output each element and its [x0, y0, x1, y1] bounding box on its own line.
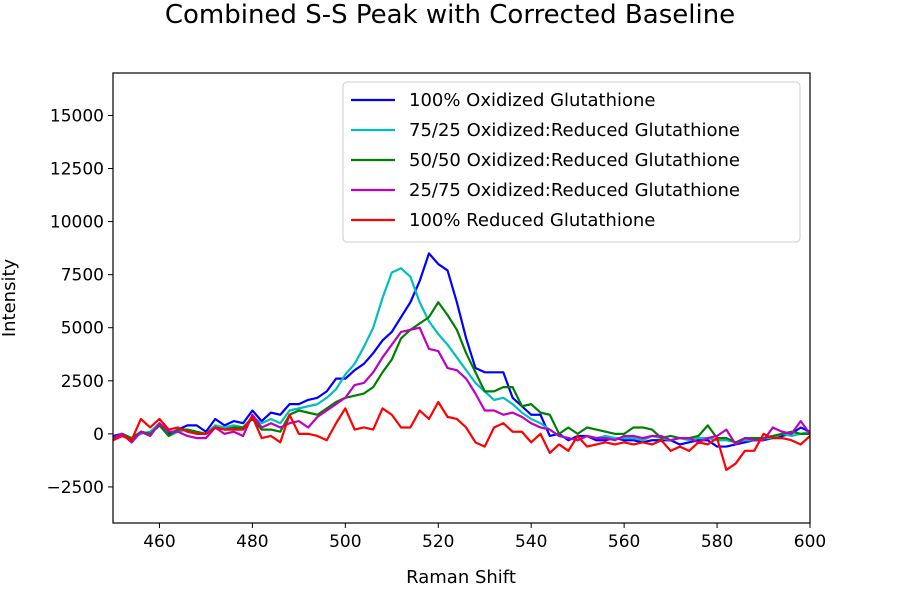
y-tick-label: 2500	[61, 372, 104, 392]
chart-title: Combined S-S Peak with Corrected Baselin…	[165, 0, 735, 30]
legend: 100% Oxidized Glutathione 75/25 Oxidized:…	[342, 81, 801, 243]
x-axis: 460 480 500 520 540 560 580 600	[143, 523, 826, 552]
legend-label-1: 100% Oxidized Glutathione	[409, 90, 656, 111]
legend-label-3: 50/50 Oxidized:Reduced Glutathione	[409, 150, 740, 171]
y-axis: −2500 0 2500 5000 7500 10000 12500 15000	[46, 106, 113, 498]
x-tick-label: 580	[701, 532, 733, 552]
y-tick-label: 7500	[61, 266, 104, 286]
x-tick-label: 480	[236, 532, 268, 552]
y-tick-label: −2500	[46, 478, 104, 498]
x-tick-label: 460	[143, 532, 175, 552]
y-tick-label: 5000	[61, 319, 104, 339]
x-axis-label: Raman Shift	[406, 567, 516, 588]
series-line-5	[113, 400, 810, 472]
y-tick-label: 15000	[50, 106, 104, 126]
x-tick-label: 600	[794, 532, 826, 552]
x-tick-label: 500	[329, 532, 361, 552]
y-tick-label: 0	[93, 425, 104, 445]
legend-label-2: 75/25 Oxidized:Reduced Glutathione	[409, 120, 740, 141]
y-tick-label: 10000	[50, 213, 104, 233]
plot-frame	[112, 72, 811, 524]
series-line-4	[113, 326, 810, 446]
series-lines	[113, 252, 810, 472]
legend-label-4: 25/75 Oxidized:Reduced Glutathione	[409, 180, 740, 201]
y-axis-label: Intensity	[0, 258, 20, 337]
y-tick-label: 12500	[50, 160, 104, 180]
plot-area	[112, 72, 811, 524]
x-tick-label: 560	[608, 532, 640, 552]
x-tick-label: 540	[515, 532, 547, 552]
legend-label-5: 100% Reduced Glutathione	[409, 210, 655, 231]
x-tick-label: 520	[422, 532, 454, 552]
legend-box	[342, 81, 801, 243]
